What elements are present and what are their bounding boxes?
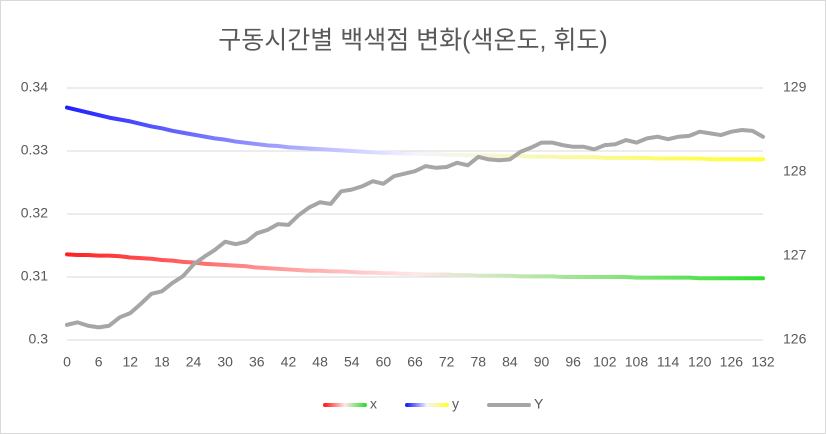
x-tick-label: 132 xyxy=(751,354,775,370)
y-tick-label: 0.31 xyxy=(21,268,48,284)
x-tick-label: 54 xyxy=(344,354,360,370)
legend-label: Y xyxy=(534,396,544,412)
legend-label: x xyxy=(370,396,377,412)
y-tick-label: 0.33 xyxy=(21,142,48,158)
x-tick-label: 42 xyxy=(281,354,297,370)
x-tick-label: 30 xyxy=(217,354,233,370)
y-tick-label: 0.3 xyxy=(29,331,49,347)
x-tick-label: 0 xyxy=(63,354,71,370)
y2-tick-label: 127 xyxy=(783,247,807,263)
x-tick-label: 60 xyxy=(376,354,392,370)
x-tick-label: 72 xyxy=(439,354,455,370)
x-tick-label: 66 xyxy=(407,354,423,370)
series-line xyxy=(65,252,765,281)
x-tick-label: 36 xyxy=(249,354,265,370)
x-tick-label: 18 xyxy=(154,354,170,370)
x-tick-label: 114 xyxy=(657,354,680,370)
x-tick-label: 24 xyxy=(186,354,202,370)
y2-tick-label: 126 xyxy=(783,331,807,347)
x-tick-label: 126 xyxy=(720,354,744,370)
x-tick-label: 90 xyxy=(534,354,550,370)
legend-label: y xyxy=(452,396,459,412)
series-line xyxy=(65,105,765,162)
y2-tick-label: 129 xyxy=(783,79,807,95)
x-tick-label: 108 xyxy=(625,354,649,370)
x-tick-label: 48 xyxy=(312,354,328,370)
x-tick-label: 120 xyxy=(688,354,712,370)
y-tick-label: 0.34 xyxy=(21,79,48,95)
x-tick-label: 96 xyxy=(565,354,581,370)
x-tick-label: 12 xyxy=(122,354,138,370)
x-tick-label: 102 xyxy=(593,354,617,370)
y2-tick-label: 128 xyxy=(783,163,807,179)
x-tick-label: 84 xyxy=(502,354,518,370)
y-tick-label: 0.32 xyxy=(21,205,48,221)
series-line xyxy=(65,128,765,330)
x-tick-label: 6 xyxy=(95,354,103,370)
chart-title: 구동시간별 백색점 변화(색온도, 휘도) xyxy=(218,27,607,55)
x-tick-label: 78 xyxy=(470,354,486,370)
